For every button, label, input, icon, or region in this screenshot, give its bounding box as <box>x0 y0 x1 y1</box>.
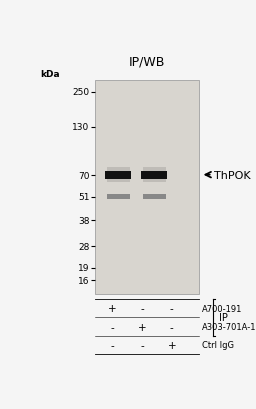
Text: 28: 28 <box>78 242 90 251</box>
Bar <box>141 171 167 179</box>
Text: IP: IP <box>219 313 228 323</box>
Text: +: + <box>168 340 176 350</box>
Text: +: + <box>108 303 117 314</box>
Text: -: - <box>170 322 174 332</box>
Text: -: - <box>140 340 144 350</box>
Text: -: - <box>111 340 114 350</box>
Text: 38: 38 <box>78 216 90 225</box>
Text: kDa: kDa <box>40 70 60 79</box>
Text: 51: 51 <box>78 193 90 202</box>
Text: 250: 250 <box>72 88 90 97</box>
Text: 70: 70 <box>78 171 90 180</box>
Text: -: - <box>111 322 114 332</box>
Text: A700-191: A700-191 <box>202 304 242 313</box>
Bar <box>143 195 166 200</box>
Text: Ctrl IgG: Ctrl IgG <box>202 341 234 350</box>
Bar <box>105 171 131 179</box>
Text: IP/WB: IP/WB <box>129 55 165 68</box>
Text: -: - <box>170 303 174 314</box>
Bar <box>143 168 166 182</box>
Text: -: - <box>140 303 144 314</box>
Text: ThPOK: ThPOK <box>214 170 250 180</box>
Bar <box>107 195 130 200</box>
Text: 16: 16 <box>78 276 90 285</box>
Text: A303-701A-1: A303-701A-1 <box>202 322 256 331</box>
Text: 130: 130 <box>72 123 90 132</box>
Bar <box>106 168 130 182</box>
Text: +: + <box>138 322 146 332</box>
Text: 19: 19 <box>78 263 90 272</box>
Bar <box>95 81 199 295</box>
